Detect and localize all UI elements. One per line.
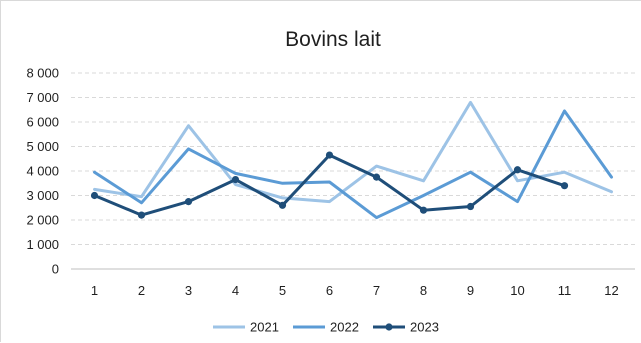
data-point-2023 bbox=[325, 151, 334, 159]
y-tick-label: 6 000 bbox=[26, 115, 59, 130]
data-point-2023 bbox=[184, 198, 193, 206]
data-point-2023 bbox=[90, 191, 99, 200]
data-point-2023 bbox=[372, 173, 381, 181]
y-tick-label: 3 000 bbox=[26, 188, 59, 203]
legend-marker-2023 bbox=[385, 323, 393, 331]
gridlines bbox=[71, 72, 635, 245]
legend-label-2023: 2023 bbox=[410, 320, 439, 335]
x-tick-label: 7 bbox=[373, 283, 380, 298]
data-point-2023 bbox=[513, 166, 522, 174]
x-tick-label: 11 bbox=[558, 283, 572, 298]
data-point-2023 bbox=[137, 211, 146, 219]
x-tick-label: 9 bbox=[467, 283, 474, 298]
y-tick-label: 4 000 bbox=[26, 164, 59, 179]
x-tick-label: 8 bbox=[420, 283, 427, 298]
x-tick-label: 4 bbox=[232, 283, 239, 298]
y-tick-label: 0 bbox=[52, 262, 59, 277]
y-tick-label: 5 000 bbox=[26, 139, 59, 154]
series-lines bbox=[90, 100, 613, 220]
data-point-2023 bbox=[231, 175, 240, 184]
x-tick-label: 6 bbox=[326, 283, 333, 298]
legend-label-2022: 2022 bbox=[330, 320, 359, 335]
x-tick-label: 1 bbox=[91, 283, 98, 298]
y-tick-label: 2 000 bbox=[26, 213, 59, 228]
x-axis-tick-labels: 1 2 3 4 5 6 7 8 9 10 11 12 bbox=[91, 283, 619, 298]
legend: 2021 2022 2023 bbox=[213, 320, 439, 335]
series-line-2023 bbox=[93, 153, 566, 217]
y-tick-label: 1 000 bbox=[26, 237, 59, 252]
y-tick-label: 7 000 bbox=[26, 90, 59, 105]
data-point-2023 bbox=[466, 202, 475, 211]
data-point-2023 bbox=[419, 206, 428, 214]
series-line-2022 bbox=[93, 109, 613, 220]
x-tick-label: 3 bbox=[185, 283, 192, 298]
x-tick-label: 5 bbox=[279, 283, 286, 298]
x-tick-label: 2 bbox=[138, 283, 145, 298]
legend-label-2021: 2021 bbox=[250, 320, 279, 335]
x-tick-label: 12 bbox=[604, 283, 618, 298]
chart-title: Bovins lait bbox=[285, 28, 381, 51]
y-axis-tick-labels: 0 1 000 2 000 3 000 4 000 5 000 6 000 7 000 8 00… bbox=[26, 66, 59, 277]
data-point-2023 bbox=[278, 201, 287, 209]
y-tick-label: 8 000 bbox=[26, 66, 59, 81]
data-point-2023 bbox=[560, 182, 569, 190]
series-line-2021 bbox=[93, 100, 613, 204]
x-tick-label: 10 bbox=[510, 283, 524, 298]
